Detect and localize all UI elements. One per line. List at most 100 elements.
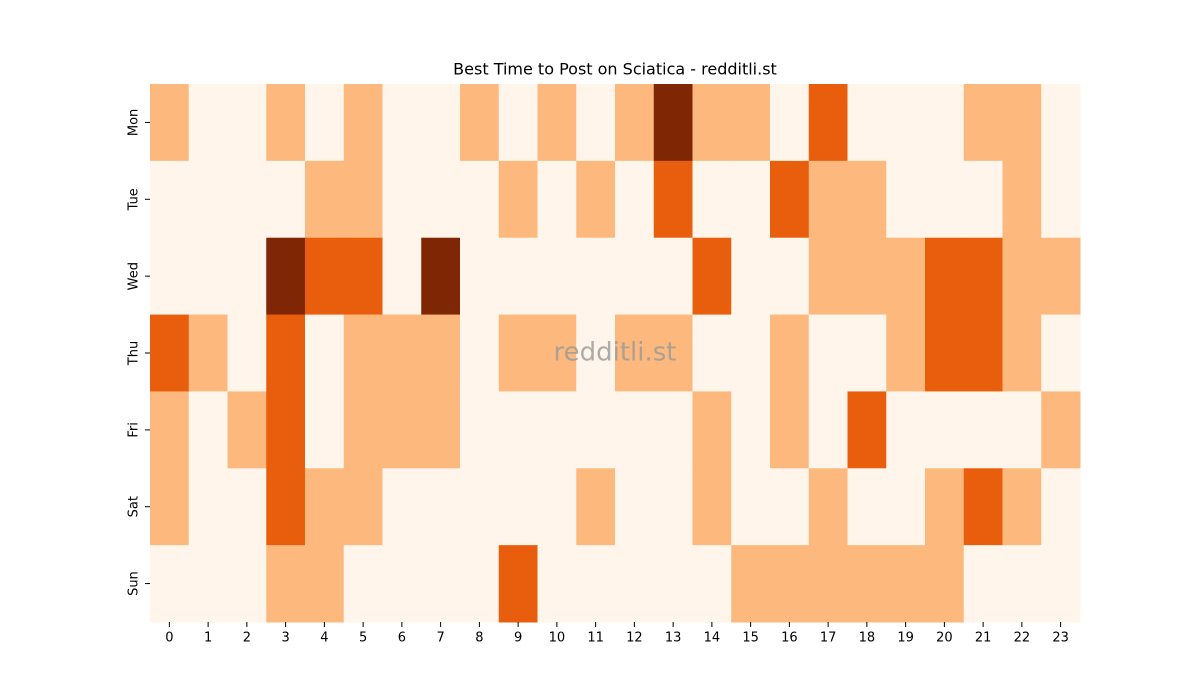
heat-cell: [576, 314, 616, 392]
heat-cell: [886, 468, 926, 546]
heat-cell: [692, 160, 732, 239]
heat-cell: [460, 545, 500, 623]
heat-cell: [537, 237, 577, 316]
heat-cell: [886, 314, 926, 392]
x-tick-label: 23: [1052, 631, 1069, 646]
x-tick-label: 6: [398, 631, 406, 646]
heat-cell: [188, 545, 228, 623]
heat-cell: [731, 314, 771, 392]
heat-cell: [731, 468, 771, 546]
heat-cell: [188, 84, 228, 162]
heat-cell: [382, 314, 422, 392]
heat-cell: [266, 237, 306, 316]
heat-cell: [343, 545, 383, 623]
heat-cell: [847, 391, 887, 469]
heat-cell: [305, 545, 345, 623]
x-tick-label: 2: [243, 631, 251, 646]
heat-cell: [576, 391, 616, 469]
heat-cell: [188, 237, 228, 316]
heat-cell: [615, 84, 655, 162]
heat-cell: [188, 160, 228, 239]
heat-cell: [343, 237, 383, 316]
x-tick-label: 15: [742, 631, 759, 646]
heat-cell: [343, 160, 383, 239]
heat-cell: [266, 84, 306, 162]
heat-cell: [537, 160, 577, 239]
x-tick-label: 12: [626, 631, 643, 646]
heat-cell: [615, 237, 655, 316]
heat-cell: [227, 84, 267, 162]
heat-cell: [305, 314, 345, 392]
heat-cell: [498, 84, 538, 162]
x-tick-label: 11: [587, 631, 604, 646]
heat-cell: [576, 160, 616, 239]
heat-cell: [1041, 84, 1081, 162]
heat-cell: [227, 545, 267, 623]
heat-cell: [808, 160, 848, 239]
heat-cell: [343, 391, 383, 469]
heat-cell: [925, 314, 965, 392]
x-tick-label: 8: [475, 631, 483, 646]
heat-cell: [227, 391, 267, 469]
heat-cell: [498, 237, 538, 316]
heat-cell: [886, 160, 926, 239]
heat-cell: [653, 545, 693, 623]
heat-cell: [382, 237, 422, 316]
heat-cell: [963, 84, 1003, 162]
heat-cell: [925, 160, 965, 239]
heat-cell: [188, 391, 228, 469]
heat-cell: [731, 160, 771, 239]
heat-cell: [770, 468, 810, 546]
heat-cell: [847, 84, 887, 162]
heat-cell: [460, 84, 500, 162]
heat-cell: [188, 468, 228, 546]
heat-cell: [460, 468, 500, 546]
heat-cell: [847, 160, 887, 239]
heat-cell: [382, 84, 422, 162]
heat-cell: [615, 545, 655, 623]
heat-cell: [421, 391, 461, 469]
heat-cell: [1041, 545, 1081, 623]
x-tick-label: 4: [320, 631, 328, 646]
heat-cell: [266, 160, 306, 239]
heat-cell: [498, 545, 538, 623]
x-tick-label: 13: [665, 631, 682, 646]
y-tick-label: Thu: [127, 341, 142, 366]
heat-cell: [653, 468, 693, 546]
heat-cell: [963, 237, 1003, 316]
heat-cell: [731, 391, 771, 469]
heat-cell: [382, 391, 422, 469]
heat-cell: [1041, 468, 1081, 546]
heat-cell: [925, 391, 965, 469]
x-tick-label: 9: [514, 631, 522, 646]
watermark: redditli.st: [554, 338, 677, 368]
heat-cell: [305, 391, 345, 469]
heat-cell: [692, 545, 732, 623]
heat-cell: [963, 545, 1003, 623]
heat-cell: [886, 391, 926, 469]
x-tick-label: 21: [975, 631, 992, 646]
heat-cell: [498, 391, 538, 469]
heat-cell: [963, 160, 1003, 239]
heat-cell: [925, 468, 965, 546]
x-tick-label: 22: [1014, 631, 1031, 646]
heat-cell: [227, 314, 267, 392]
heat-cell: [1002, 391, 1042, 469]
heat-cell: [266, 391, 306, 469]
x-tick-label: 5: [359, 631, 367, 646]
x-tick-label: 14: [704, 631, 721, 646]
heat-cell: [421, 84, 461, 162]
heat-cell: [188, 314, 228, 392]
y-tick-label: Wed: [127, 262, 142, 290]
heat-cell: [615, 391, 655, 469]
heat-cell: [692, 391, 732, 469]
heat-cell: [731, 237, 771, 316]
heat-cell: [653, 237, 693, 316]
heat-cell: [770, 160, 810, 239]
heat-cell: [537, 545, 577, 623]
heat-cell: [343, 314, 383, 392]
heat-cell: [731, 84, 771, 162]
heat-cell: [227, 237, 267, 316]
heat-cell: [150, 468, 190, 546]
heat-cell: [808, 391, 848, 469]
